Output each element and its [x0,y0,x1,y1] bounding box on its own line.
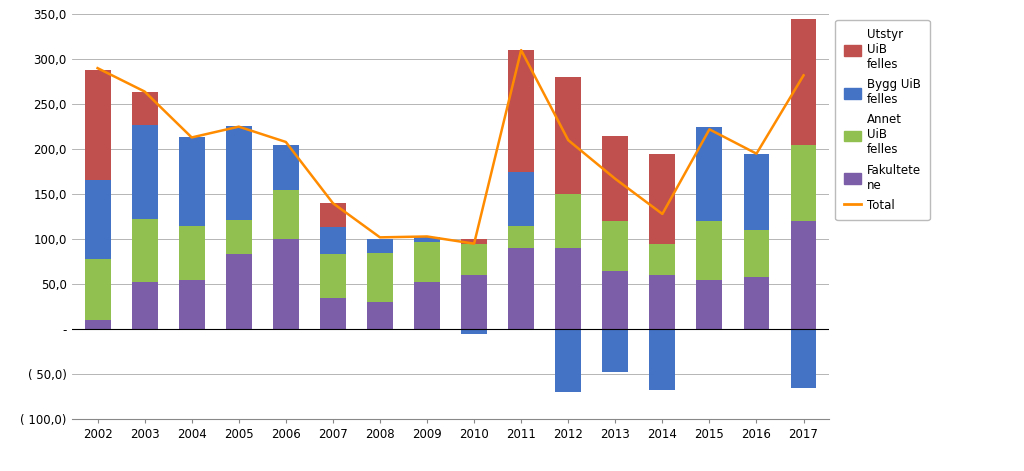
Bar [132,219,158,283]
Total [656,211,669,217]
Bar [414,237,440,242]
Bar [696,127,722,221]
Bar [179,138,205,226]
Bar [649,154,675,244]
Bar [696,221,722,280]
Bar [226,220,252,254]
Bar [602,329,629,373]
Total [374,235,386,240]
Bar [555,194,582,248]
Bar [461,239,487,244]
Bar [555,248,582,329]
Bar [272,145,299,190]
Bar [367,239,393,252]
Bar [649,275,675,329]
Bar [414,242,440,283]
Bar [367,302,393,329]
Bar [319,298,346,329]
Total [280,139,292,145]
Bar [602,136,629,221]
Bar [85,259,111,320]
Bar [461,275,487,329]
Bar [132,91,158,125]
Bar [226,254,252,329]
Bar [132,283,158,329]
Total [468,241,480,246]
Bar [602,271,629,329]
Bar [179,280,205,329]
Bar [132,125,158,219]
Bar [508,226,535,248]
Bar [272,239,299,329]
Bar [649,329,675,390]
Bar [508,50,535,171]
Total [798,73,810,78]
Legend: Utstyr
UiB
felles, Bygg UiB
felles, Annet
UiB
felles, Fakultete
ne, Total: Utstyr UiB felles, Bygg UiB felles, Anne… [836,20,930,220]
Total [703,127,716,132]
Bar [602,221,629,271]
Bar [743,277,769,329]
Bar [319,254,346,298]
Total [138,89,151,94]
Bar [367,252,393,302]
Total [185,135,198,140]
Total [421,234,433,239]
Bar [649,244,675,275]
Bar [319,227,346,254]
Bar [461,329,487,333]
Total [609,176,622,182]
Bar [319,203,346,227]
Bar [555,329,582,392]
Total [232,124,245,130]
Bar [179,226,205,280]
Bar [508,171,535,226]
Bar [791,19,816,145]
Bar [555,77,582,194]
Bar [508,248,535,329]
Bar [696,280,722,329]
Total [515,47,527,53]
Bar [791,221,816,329]
Total [327,200,339,206]
Bar [85,70,111,180]
Bar [414,283,440,329]
Total [562,138,574,143]
Bar [461,244,487,275]
Total [751,151,763,156]
Bar [743,154,769,230]
Bar [272,190,299,239]
Bar [226,126,252,220]
Bar [85,320,111,329]
Total [91,65,103,71]
Bar [743,230,769,277]
Bar [85,180,111,259]
Bar [791,145,816,221]
Line: Total: Total [97,50,804,244]
Bar [791,329,816,388]
